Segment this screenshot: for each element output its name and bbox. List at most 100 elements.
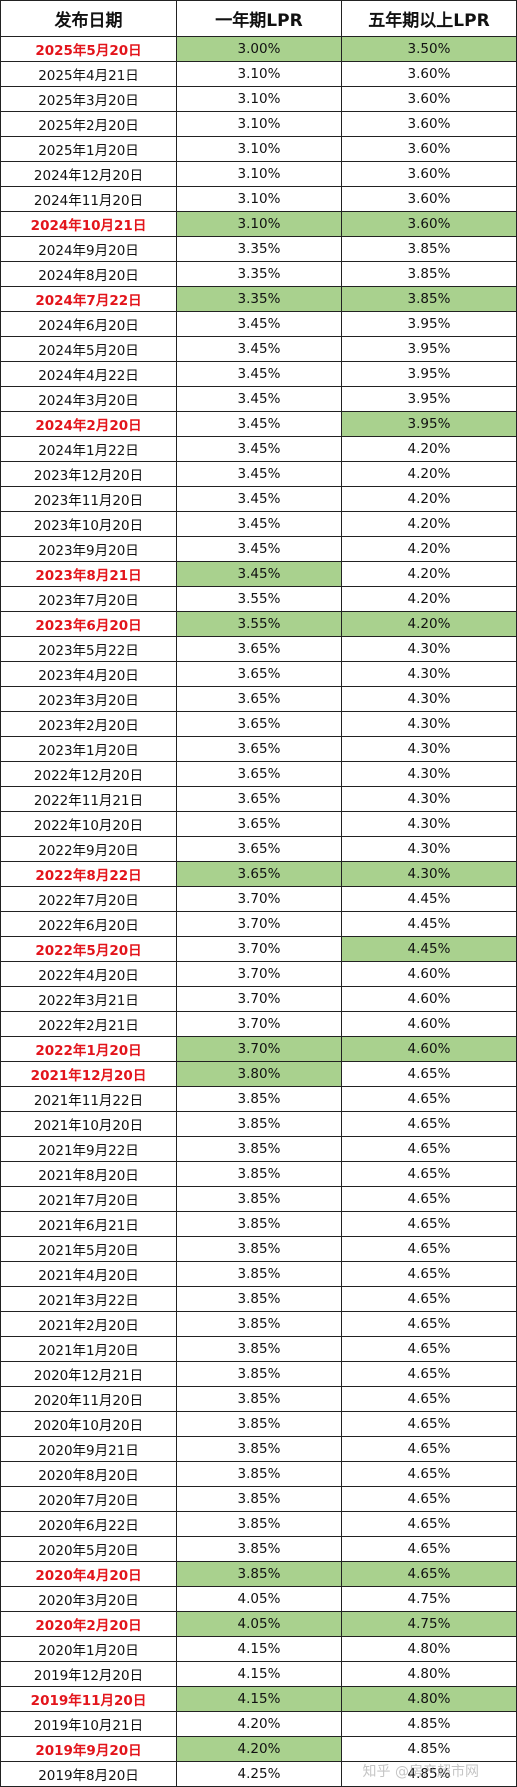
- one-year-lpr-cell: 3.65%: [177, 712, 342, 737]
- five-year-lpr-cell: 4.20%: [342, 487, 517, 512]
- one-year-lpr-cell: 3.85%: [177, 1562, 342, 1587]
- five-year-lpr-cell: 4.65%: [342, 1187, 517, 1212]
- one-year-lpr-cell: 3.45%: [177, 412, 342, 437]
- five-year-lpr-cell: 3.60%: [342, 162, 517, 187]
- five-year-lpr-cell: 4.60%: [342, 1037, 517, 1062]
- one-year-lpr-cell: 3.65%: [177, 837, 342, 862]
- five-year-lpr-cell: 3.95%: [342, 312, 517, 337]
- date-cell: 2019年8月20日: [1, 1762, 177, 1787]
- five-year-lpr-cell: 4.60%: [342, 962, 517, 987]
- date-cell: 2024年9月20日: [1, 237, 177, 262]
- one-year-lpr-cell: 3.65%: [177, 637, 342, 662]
- date-cell: 2021年11月22日: [1, 1087, 177, 1112]
- one-year-lpr-cell: 3.45%: [177, 562, 342, 587]
- five-year-lpr-cell: 4.30%: [342, 812, 517, 837]
- one-year-lpr-cell: 3.70%: [177, 1037, 342, 1062]
- five-year-lpr-cell: 3.95%: [342, 337, 517, 362]
- date-cell: 2021年3月22日: [1, 1287, 177, 1312]
- five-year-lpr-cell: 4.85%: [342, 1712, 517, 1737]
- date-cell: 2025年4月21日: [1, 62, 177, 87]
- date-cell: 2022年8月22日: [1, 862, 177, 887]
- five-year-lpr-cell: 4.65%: [342, 1512, 517, 1537]
- date-cell: 2022年2月21日: [1, 1012, 177, 1037]
- one-year-lpr-cell: 3.45%: [177, 512, 342, 537]
- one-year-lpr-cell: 3.35%: [177, 287, 342, 312]
- five-year-lpr-cell: 4.30%: [342, 712, 517, 737]
- date-cell: 2022年11月21日: [1, 787, 177, 812]
- five-year-lpr-cell: 4.30%: [342, 787, 517, 812]
- one-year-lpr-cell: 3.70%: [177, 987, 342, 1012]
- five-year-lpr-cell: 3.95%: [342, 362, 517, 387]
- date-cell: 2024年2月20日: [1, 412, 177, 437]
- one-year-lpr-cell: 3.35%: [177, 262, 342, 287]
- five-year-lpr-cell: 3.60%: [342, 112, 517, 137]
- table-header: 发布日期 一年期LPR 五年期以上LPR: [1, 1, 517, 37]
- five-year-lpr-cell: 4.65%: [342, 1062, 517, 1087]
- one-year-lpr-cell: 3.65%: [177, 812, 342, 837]
- date-cell: 2025年2月20日: [1, 112, 177, 137]
- one-year-lpr-cell: 3.45%: [177, 362, 342, 387]
- date-cell: 2020年11月20日: [1, 1387, 177, 1412]
- one-year-lpr-cell: 3.45%: [177, 462, 342, 487]
- five-year-lpr-cell: 4.60%: [342, 1012, 517, 1037]
- date-cell: 2023年8月21日: [1, 562, 177, 587]
- date-cell: 2023年9月20日: [1, 537, 177, 562]
- five-year-lpr-cell: 4.65%: [342, 1412, 517, 1437]
- one-year-lpr-cell: 3.85%: [177, 1387, 342, 1412]
- one-year-lpr-cell: 3.85%: [177, 1337, 342, 1362]
- one-year-lpr-cell: 3.45%: [177, 487, 342, 512]
- one-year-lpr-cell: 3.70%: [177, 912, 342, 937]
- date-cell: 2020年7月20日: [1, 1487, 177, 1512]
- one-year-lpr-cell: 4.25%: [177, 1762, 342, 1787]
- date-cell: 2024年10月21日: [1, 212, 177, 237]
- one-year-lpr-cell: 4.05%: [177, 1612, 342, 1637]
- date-cell: 2023年3月20日: [1, 687, 177, 712]
- one-year-lpr-cell: 4.05%: [177, 1587, 342, 1612]
- five-year-lpr-cell: 4.65%: [342, 1112, 517, 1137]
- one-year-lpr-cell: 3.10%: [177, 112, 342, 137]
- five-year-lpr-cell: 4.20%: [342, 612, 517, 637]
- one-year-lpr-cell: 3.70%: [177, 887, 342, 912]
- five-year-lpr-cell: 4.65%: [342, 1437, 517, 1462]
- five-year-lpr-cell: 4.20%: [342, 437, 517, 462]
- one-year-lpr-cell: 3.85%: [177, 1312, 342, 1337]
- five-year-lpr-cell: 4.30%: [342, 837, 517, 862]
- date-cell: 2023年7月20日: [1, 587, 177, 612]
- date-cell: 2025年3月20日: [1, 87, 177, 112]
- date-cell: 2024年5月20日: [1, 337, 177, 362]
- one-year-lpr-cell: 3.55%: [177, 612, 342, 637]
- one-year-lpr-cell: 3.85%: [177, 1137, 342, 1162]
- five-year-lpr-cell: 4.65%: [342, 1312, 517, 1337]
